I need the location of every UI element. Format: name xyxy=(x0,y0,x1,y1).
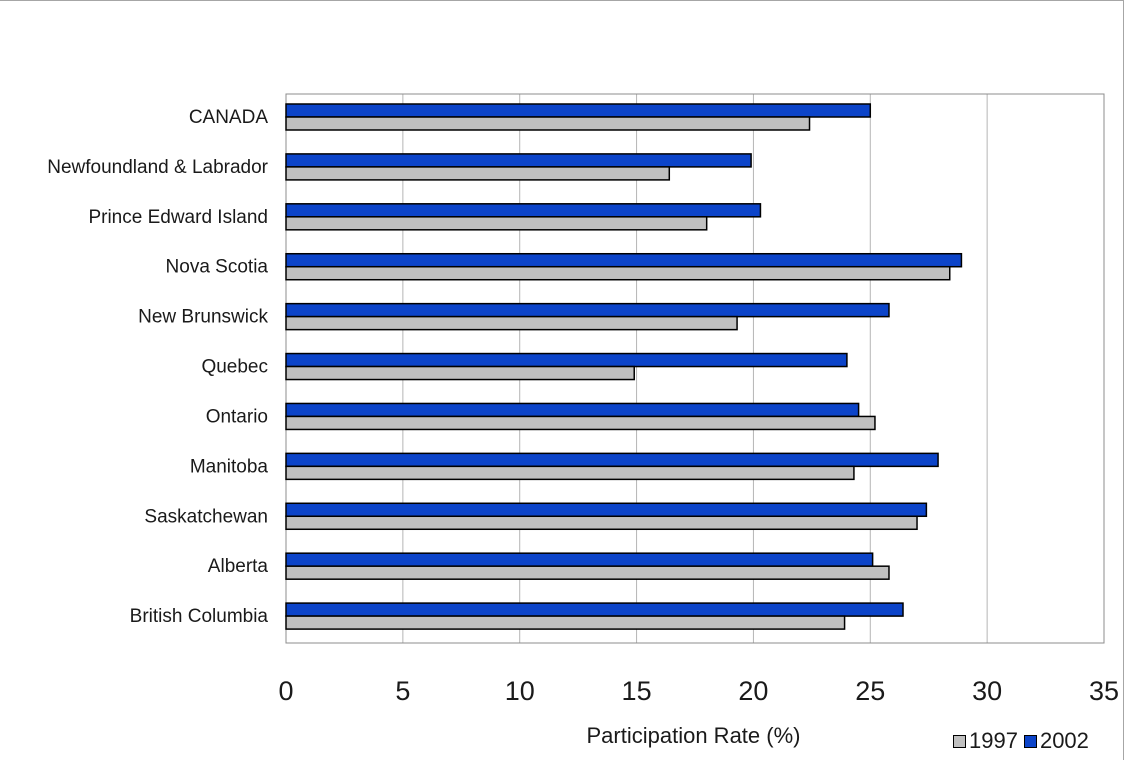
category-label-ontario: Ontario xyxy=(206,406,268,427)
bar-2002-ontario xyxy=(285,402,860,418)
x-tick-label-10: 10 xyxy=(505,676,535,706)
bar-2002-newfoundland-labrador xyxy=(285,153,752,168)
category-labels: CANADA Newfoundland & Labrador Prince Edwa… xyxy=(47,107,268,627)
category-label-canada: CANADA xyxy=(189,107,269,128)
bar-2002-british-columbia xyxy=(285,602,904,617)
category-label-new-brunswick: New Brunswick xyxy=(138,307,268,328)
bar-1997-prince-edward-island xyxy=(285,216,708,231)
legend-swatch-2002 xyxy=(1023,734,1037,748)
x-tick-label-35: 35 xyxy=(1089,676,1119,706)
bar-2002-prince-edward-island xyxy=(285,203,762,218)
legend-label-2002: 2002 xyxy=(1039,728,1089,753)
bar-1997-newfoundland-labrador xyxy=(285,166,671,181)
bar-2002-nova-scotia xyxy=(285,252,963,268)
category-label-british-columbia: British Columbia xyxy=(130,606,269,627)
legend: 1997 2002 xyxy=(953,728,1095,754)
x-tick-label-15: 15 xyxy=(622,676,652,706)
category-label-saskatchewan: Saskatchewan xyxy=(144,506,268,527)
x-tick-label-25: 25 xyxy=(855,676,885,706)
bar-2002-new-brunswick xyxy=(285,302,890,318)
legend-swatch-1997 xyxy=(953,734,966,748)
bar-1997-alberta xyxy=(285,565,890,580)
bar-1997-new-brunswick xyxy=(285,315,738,331)
bar-2002-manitoba xyxy=(285,452,939,468)
bar-1997-nova-scotia xyxy=(285,265,951,281)
bar-1997-british-columbia xyxy=(285,615,846,630)
bar-2002-saskatchewan xyxy=(285,502,928,518)
legend-label-1997: 1997 xyxy=(969,728,1018,753)
x-tick-label-5: 5 xyxy=(395,676,410,706)
category-label-alberta: Alberta xyxy=(208,556,269,577)
x-tick-label-30: 30 xyxy=(972,676,1002,706)
bar-1997-canada xyxy=(285,116,811,131)
legend-item-2002: 2002 xyxy=(1023,728,1089,754)
x-tick-labels: 0 5 10 15 20 25 30 35 xyxy=(278,676,1119,706)
category-label-newfoundland-labrador: Newfoundland & Labrador xyxy=(47,157,268,178)
category-label-prince-edward-island: Prince Edward Island xyxy=(88,207,268,228)
legend-item-1997: 1997 xyxy=(953,728,1018,754)
bar-1997-quebec xyxy=(285,365,635,381)
bar-2002-canada xyxy=(285,103,872,118)
bars xyxy=(285,103,963,630)
x-tick-label-20: 20 xyxy=(738,676,768,706)
x-tick-label-0: 0 xyxy=(278,676,293,706)
category-label-nova-scotia: Nova Scotia xyxy=(166,257,269,278)
category-label-manitoba: Manitoba xyxy=(190,456,269,477)
bar-1997-saskatchewan xyxy=(285,515,918,531)
bar-1997-ontario xyxy=(285,415,876,431)
bar-2002-quebec xyxy=(285,352,848,368)
bar-2002-alberta xyxy=(285,552,874,567)
bar-1997-manitoba xyxy=(285,465,855,481)
category-label-quebec: Quebec xyxy=(201,357,268,378)
